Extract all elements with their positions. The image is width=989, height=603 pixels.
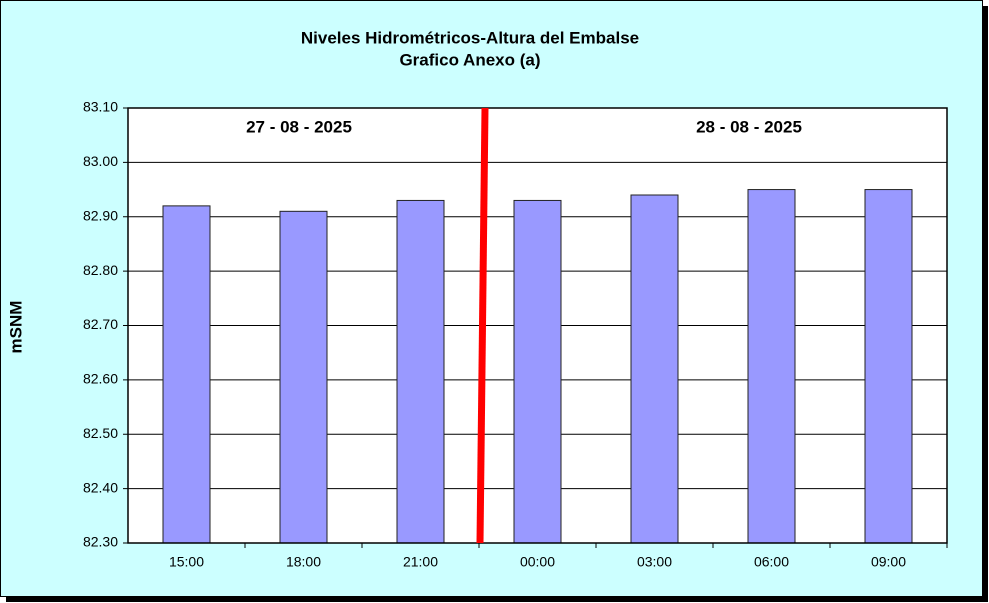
x-tick-label: 03:00 xyxy=(637,554,672,570)
day-label: 27 - 08 - 2025 xyxy=(246,117,352,136)
day-separator xyxy=(476,107,489,544)
y-tick-label: 82.80 xyxy=(83,262,118,278)
chart-subtitle: Grafico Anexo (a) xyxy=(399,50,540,69)
y-tick-label: 82.70 xyxy=(83,316,118,332)
bar xyxy=(513,199,562,544)
y-tick-label: 82.30 xyxy=(83,534,118,550)
y-tick-label: 82.90 xyxy=(83,207,118,223)
plot: 82.30 82.40 82.50 82.60 82.70 82.80 82.90 83.00… xyxy=(83,99,948,570)
bar xyxy=(162,205,211,544)
y-tick-label: 82.60 xyxy=(83,371,118,387)
bar xyxy=(279,210,328,544)
x-tick-label: 00:00 xyxy=(520,554,555,570)
x-tick-label: 09:00 xyxy=(871,554,906,570)
bar xyxy=(747,189,796,544)
y-tick-label: 83.10 xyxy=(83,99,118,115)
bar xyxy=(630,194,679,544)
chart-title: Niveles Hidrométricos-Altura del Embalse xyxy=(301,28,639,47)
bar xyxy=(396,199,445,544)
x-tick-label: 15:00 xyxy=(169,554,204,570)
x-tick-label: 21:00 xyxy=(403,554,438,570)
y-tick-label: 82.40 xyxy=(83,479,118,495)
plot-border xyxy=(127,107,948,544)
x-tick-label: 06:00 xyxy=(754,554,789,570)
y-tick-label: 82.50 xyxy=(83,425,118,441)
y-tick-label: 83.00 xyxy=(83,153,118,169)
y-axis-label: mSNM xyxy=(6,301,25,354)
bar xyxy=(864,189,913,544)
day-label: 28 - 08 - 2025 xyxy=(696,117,802,136)
x-tick-label: 18:00 xyxy=(286,554,321,570)
